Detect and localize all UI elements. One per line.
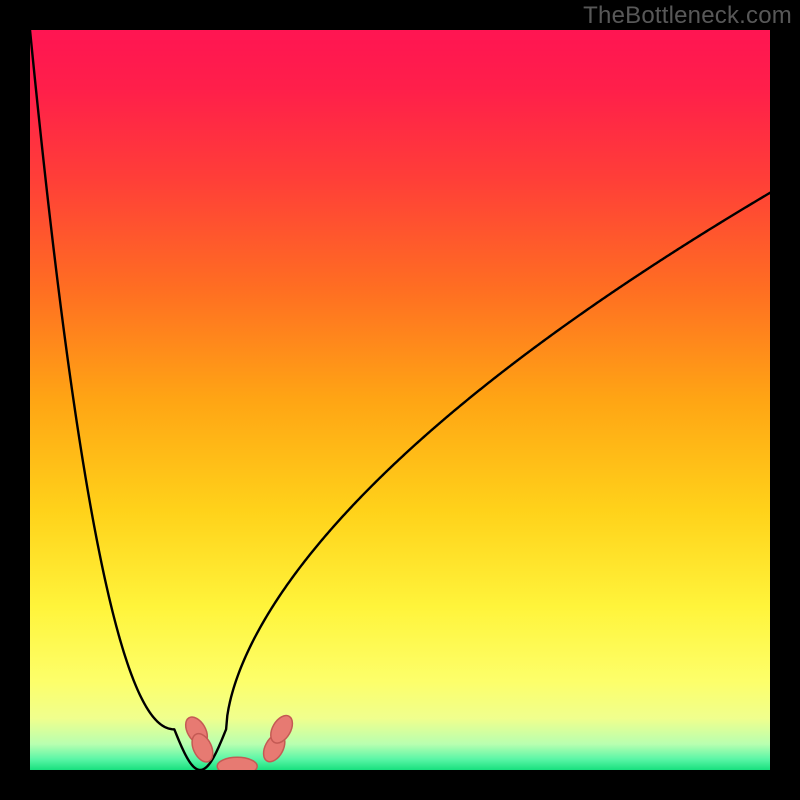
heat-gradient-background [0, 0, 800, 800]
chart-root: TheBottleneck.com [0, 0, 800, 800]
watermark-text: TheBottleneck.com [583, 2, 792, 30]
